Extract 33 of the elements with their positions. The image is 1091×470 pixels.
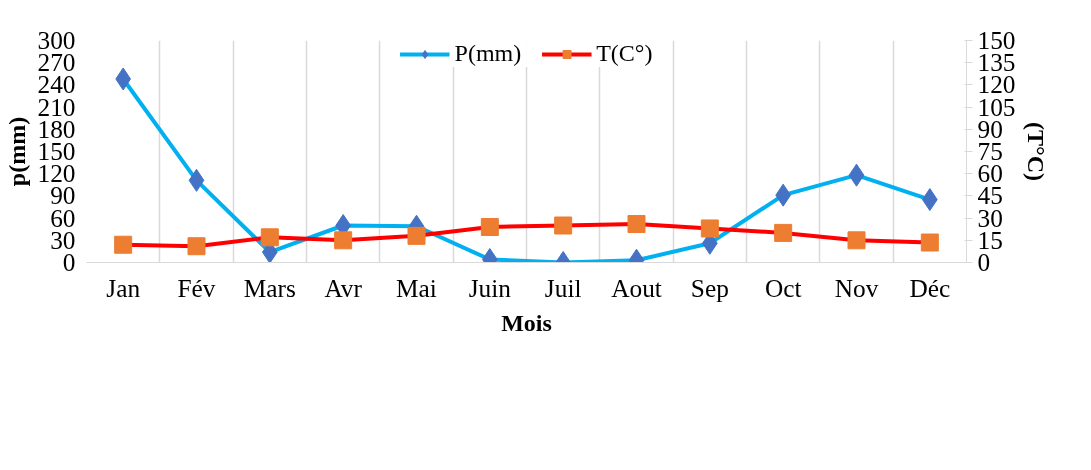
- point: [700, 219, 719, 238]
- x-tick-label: Avr: [324, 273, 363, 302]
- point: [554, 216, 573, 235]
- point: [188, 168, 205, 192]
- point: [920, 233, 939, 252]
- x-tick-label: Jan: [106, 273, 141, 302]
- x-tick-label: Aout: [611, 273, 662, 302]
- x-tick-label: Fév: [177, 273, 216, 302]
- legend-label: P(mm): [454, 40, 522, 67]
- x-axis-title: Mois: [501, 309, 552, 336]
- y2-axis-title: (T°C): [1023, 122, 1050, 181]
- point: [480, 217, 499, 236]
- point: [774, 223, 793, 242]
- x-tick-label: Sep: [690, 273, 729, 302]
- x-tick-label: Mars: [243, 273, 296, 302]
- point: [114, 235, 133, 254]
- x-tick-label: Oct: [764, 273, 802, 302]
- y-tick-label: 0: [62, 248, 76, 276]
- legend-label: T(C°): [596, 40, 653, 67]
- y-axis-title: p(mm): [3, 116, 30, 187]
- y2-tick-label: 0: [977, 248, 991, 276]
- point: [407, 226, 426, 245]
- point: [260, 228, 279, 247]
- point: [847, 231, 866, 250]
- point: [848, 163, 865, 187]
- x-tick-label: Mai: [396, 273, 437, 302]
- x-tick-label: Juin: [468, 273, 512, 302]
- point: [627, 215, 646, 234]
- point: [187, 237, 206, 256]
- x-tick-label: Nov: [834, 273, 879, 302]
- x-tick-label: Déc: [909, 273, 951, 302]
- point: [334, 231, 353, 250]
- x-tick-label: Juil: [544, 273, 582, 302]
